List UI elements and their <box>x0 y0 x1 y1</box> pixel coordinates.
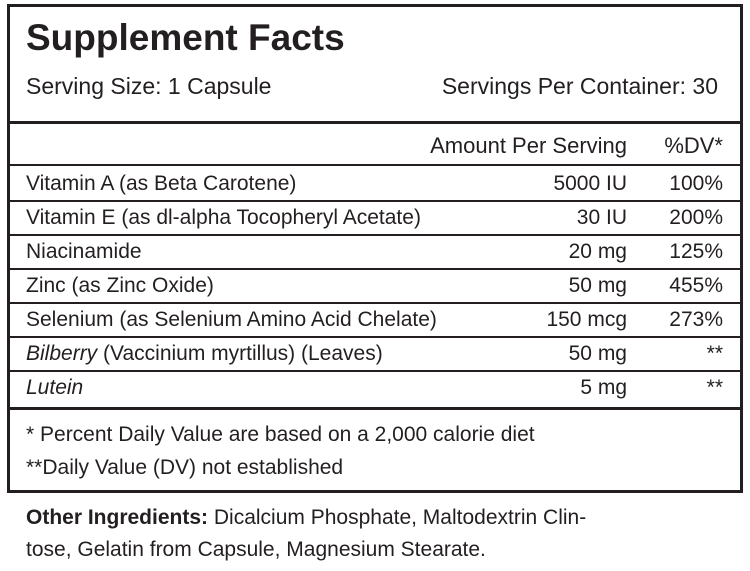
nutrient: Zinc (as Zinc Oxide) <box>26 274 214 298</box>
amount: 30 IU <box>576 206 627 229</box>
row-rule <box>10 200 740 202</box>
rule <box>10 121 740 124</box>
nutrient-name: Lutein <box>26 376 84 399</box>
nutrient: Bilberry (Vaccinium myrtillus) (Leaves) <box>26 342 383 366</box>
nutrient: Lutein <box>26 376 83 400</box>
nutrient-name: Vitamin A (as Beta Carotene) <box>26 172 297 195</box>
other-ingredients: Other Ingredients: Dicalcium Phosphate, … <box>26 506 586 530</box>
rule <box>10 407 740 410</box>
nutrient-name: Niacinamide <box>26 240 142 263</box>
daily-value: ** <box>706 376 723 399</box>
daily-value: ** <box>706 342 723 365</box>
nutrient-name: Selenium (as Selenium Amino Acid Chelate… <box>26 308 437 331</box>
other-ingredients-label: Other Ingredients: <box>26 506 209 529</box>
row-rule <box>10 370 740 372</box>
serving-size: Serving Size: 1 Capsule <box>26 73 272 99</box>
nutrient: Vitamin E (as dl-alpha Tocopheryl Acetat… <box>26 206 421 230</box>
facts-panel: Supplement Facts Serving Size: 1 Capsule… <box>7 4 743 493</box>
amount: 5000 IU <box>553 172 627 195</box>
row-rule <box>10 234 740 236</box>
footnote: * Percent Daily Value are based on a 2,0… <box>26 423 535 446</box>
other-ingredients-text: Dicalcium Phosphate, Maltodextrin Clin- <box>213 506 587 529</box>
amount: 50 mg <box>568 342 627 365</box>
daily-value: 273% <box>669 308 723 331</box>
nutrient-detail: (Vaccinium myrtillus) (Leaves) <box>103 342 383 365</box>
amount: 5 mg <box>580 376 627 399</box>
column-header: %DV* <box>664 133 723 158</box>
row-rule <box>10 268 740 270</box>
title: Supplement Facts <box>26 17 345 58</box>
amount: 20 mg <box>568 240 627 263</box>
nutrient: Niacinamide <box>26 240 142 264</box>
nutrient-name: Zinc (as Zinc Oxide) <box>26 274 214 297</box>
daily-value: 125% <box>669 240 723 263</box>
footnote: **Daily Value (DV) not established <box>26 456 344 479</box>
daily-value: 200% <box>669 206 723 229</box>
nutrient: Vitamin A (as Beta Carotene) <box>26 172 296 196</box>
daily-value: 100% <box>669 172 723 195</box>
nutrient: Selenium (as Selenium Amino Acid Chelate… <box>26 308 437 332</box>
row-rule <box>10 302 740 304</box>
other-ingredients-text: tose, Gelatin from Capsule, Magnesium St… <box>26 538 486 561</box>
nutrient-name: Vitamin E (as dl-alpha Tocopheryl Acetat… <box>26 206 421 229</box>
daily-value: 455% <box>669 274 723 297</box>
row-rule <box>10 336 740 338</box>
amount: 50 mg <box>568 274 627 297</box>
nutrient-name: Bilberry <box>26 342 98 365</box>
rule <box>10 164 740 166</box>
servings-per-container: Servings Per Container: 30 <box>441 73 718 99</box>
column-header: Amount Per Serving <box>430 133 627 158</box>
amount: 150 mcg <box>546 308 627 331</box>
